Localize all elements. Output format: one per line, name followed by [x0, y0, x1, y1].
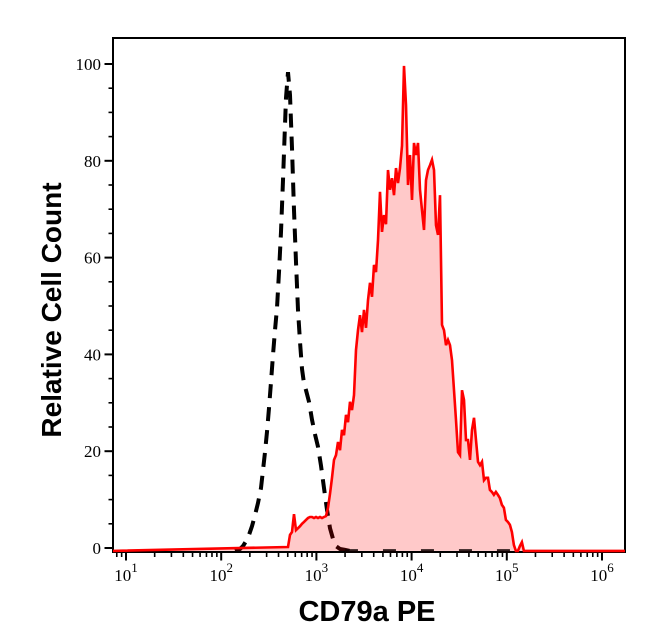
- y-tick-label: 100: [76, 55, 102, 74]
- y-tick-label: 0: [93, 539, 102, 558]
- x-tick-label: 103: [305, 560, 329, 585]
- y-tick-label: 20: [84, 442, 101, 461]
- x-tick-label: 104: [400, 560, 424, 585]
- y-tick-label: 80: [84, 152, 101, 171]
- plot-frame: [112, 37, 626, 553]
- stained-sample-curve: [112, 65, 625, 553]
- x-axis-title: CD79a PE: [298, 596, 436, 628]
- x-tick-label: 101: [114, 560, 138, 585]
- x-tick-label: 102: [209, 560, 233, 585]
- control-dashed-curve: [234, 72, 351, 553]
- x-tick-label: 106: [590, 560, 614, 585]
- y-tick-label: 40: [84, 345, 101, 364]
- y-tick-label: 60: [84, 249, 101, 268]
- y-axis-title: Relative Cell Count: [36, 182, 67, 438]
- x-tick-label: 105: [495, 560, 519, 585]
